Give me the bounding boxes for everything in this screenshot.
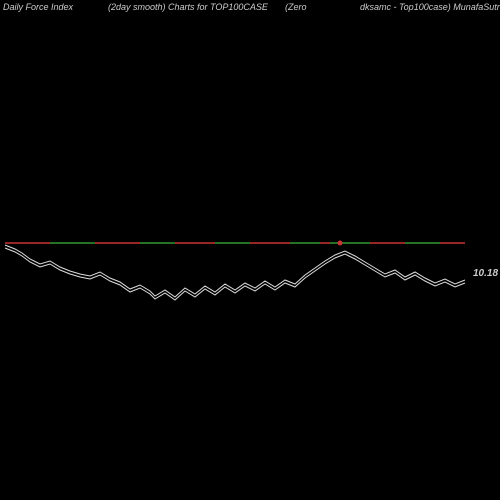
- header-title-left: Daily Force Index: [3, 2, 73, 12]
- chart-background: [0, 16, 500, 500]
- header-title-mid-right: (Zero: [285, 2, 307, 12]
- marker-dot: [338, 241, 343, 246]
- header-title-mid-left: (2day smooth) Charts for TOP100CASE: [108, 2, 268, 12]
- current-value-label: 10.18: [473, 268, 498, 279]
- chart-svg: [0, 16, 500, 500]
- chart-container: Daily Force Index (2day smooth) Charts f…: [0, 0, 500, 500]
- chart-header: Daily Force Index (2day smooth) Charts f…: [0, 2, 500, 16]
- header-title-right: dksamc - Top100case) MunafaSutra: [360, 2, 500, 12]
